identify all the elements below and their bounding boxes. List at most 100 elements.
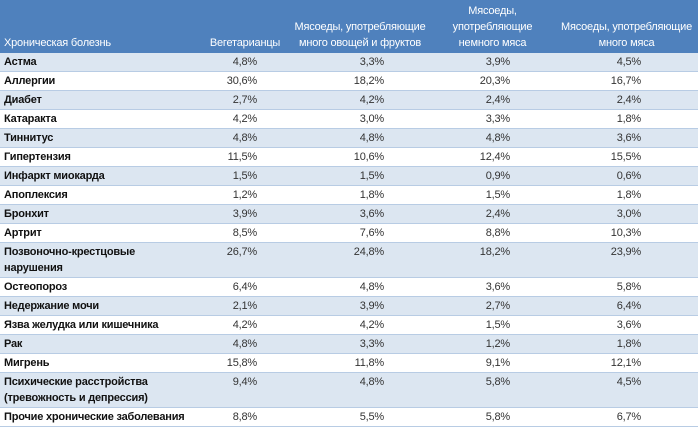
value-cell: 3,0% — [290, 109, 430, 129]
value-cell: 16,7% — [555, 71, 698, 91]
disease-name: Гипертензия — [0, 147, 200, 167]
value-cell: 2,4% — [430, 204, 555, 224]
value-cell: 24,8% — [290, 242, 430, 278]
value-cell: 1,8% — [555, 334, 698, 354]
value-cell: 5,5% — [290, 407, 430, 427]
value-cell: 3,9% — [430, 53, 555, 72]
value-cell: 4,8% — [200, 53, 290, 72]
value-cell: 11,8% — [290, 353, 430, 373]
table-row: Мигрень 15,8% 11,8% 9,1% 12,1% — [0, 353, 698, 373]
value-cell: 3,6% — [555, 315, 698, 335]
value-cell: 4,8% — [200, 334, 290, 354]
table-row: Психические расстройства (тревожность и … — [0, 372, 698, 408]
value-cell: 23,9% — [555, 242, 698, 278]
value-cell: 8,8% — [200, 407, 290, 427]
value-cell: 4,5% — [555, 372, 698, 408]
table-row: Инфаркт миокарда 1,5% 1,5% 0,9% 0,6% — [0, 166, 698, 186]
disease-name: Диабет — [0, 90, 200, 110]
value-cell: 2,4% — [430, 90, 555, 110]
disease-name: Бронхит — [0, 204, 200, 224]
value-cell: 5,8% — [555, 277, 698, 297]
table-row: Аллергии 30,6% 18,2% 20,3% 16,7% — [0, 71, 698, 91]
value-cell: 9,4% — [200, 372, 290, 408]
value-cell: 6,4% — [555, 296, 698, 316]
table-row: Апоплексия 1,2% 1,8% 1,5% 1,8% — [0, 185, 698, 205]
value-cell: 12,1% — [555, 353, 698, 373]
table-row: Астма 4,8% 3,3% 3,9% 4,5% — [0, 53, 698, 72]
table-row: Тиннитус 4,8% 4,8% 4,8% 3,6% — [0, 128, 698, 148]
value-cell: 1,2% — [430, 334, 555, 354]
table-row: Недержание мочи 2,1% 3,9% 2,7% 6,4% — [0, 296, 698, 316]
value-cell: 11,5% — [200, 147, 290, 167]
disease-name: Позвоночно-крестцовые нарушения — [0, 242, 200, 278]
table-row: Язва желудка или кишечника 4,2% 4,2% 1,5% 3,… — [0, 315, 698, 335]
disease-name: Остеопороз — [0, 277, 200, 297]
value-cell: 4,2% — [200, 315, 290, 335]
disease-name: Мигрень — [0, 353, 200, 373]
value-cell: 6,7% — [555, 407, 698, 427]
value-cell: 3,6% — [555, 128, 698, 148]
table-row: Артрит 8,5% 7,6% 8,8% 10,3% — [0, 223, 698, 243]
disease-name: Астма — [0, 53, 200, 72]
value-cell: 12,4% — [430, 147, 555, 167]
value-cell: 4,2% — [200, 109, 290, 129]
value-cell: 4,8% — [290, 128, 430, 148]
value-cell: 20,3% — [430, 71, 555, 91]
disease-name: Недержание мочи — [0, 296, 200, 316]
table-row: Рак 4,8% 3,3% 1,2% 1,8% — [0, 334, 698, 354]
value-cell: 18,2% — [430, 242, 555, 278]
value-cell: 0,6% — [555, 166, 698, 186]
value-cell: 4,2% — [290, 315, 430, 335]
disease-name: Артрит — [0, 223, 200, 243]
value-cell: 30,6% — [200, 71, 290, 91]
table-row: Бронхит 3,9% 3,6% 2,4% 3,0% — [0, 204, 698, 224]
table-row: Гипертензия 11,5% 10,6% 12,4% 15,5% — [0, 147, 698, 167]
header-meat-eaters-little-meat: Мясоеды, употребляющие немного мяса — [430, 0, 555, 53]
value-cell: 1,5% — [200, 166, 290, 186]
table-row: Позвоночно-крестцовые нарушения 26,7% 24,8… — [0, 242, 698, 278]
value-cell: 15,8% — [200, 353, 290, 373]
value-cell: 6,4% — [200, 277, 290, 297]
value-cell: 1,5% — [430, 185, 555, 205]
value-cell: 3,3% — [430, 109, 555, 129]
value-cell: 0,9% — [430, 166, 555, 186]
disease-name: Катаракта — [0, 109, 200, 129]
table-row: Остеопороз 6,4% 4,8% 3,6% 5,8% — [0, 277, 698, 297]
value-cell: 7,6% — [290, 223, 430, 243]
table-row: Катаракта 4,2% 3,0% 3,3% 1,8% — [0, 109, 698, 129]
header-vegetarians: Вегетарианцы — [200, 0, 290, 53]
value-cell: 2,7% — [200, 90, 290, 110]
value-cell: 2,1% — [200, 296, 290, 316]
disease-name: Прочие хронические заболевания — [0, 407, 200, 427]
value-cell: 4,8% — [290, 277, 430, 297]
value-cell: 4,2% — [290, 90, 430, 110]
value-cell: 1,5% — [430, 315, 555, 335]
header-meat-eaters-veg-fruit: Мясоеды, употребляющие много овощей и фр… — [290, 0, 430, 53]
header-disease: Хроническая болезнь — [0, 0, 200, 53]
value-cell: 15,5% — [555, 147, 698, 167]
value-cell: 4,8% — [200, 128, 290, 148]
value-cell: 1,8% — [290, 185, 430, 205]
value-cell: 26,7% — [200, 242, 290, 278]
disease-name: Тиннитус — [0, 128, 200, 148]
value-cell: 1,2% — [200, 185, 290, 205]
value-cell: 3,9% — [290, 296, 430, 316]
disease-name: Рак — [0, 334, 200, 354]
value-cell: 1,5% — [290, 166, 430, 186]
value-cell: 3,9% — [200, 204, 290, 224]
value-cell: 3,3% — [290, 334, 430, 354]
disease-name: Инфаркт миокарда — [0, 166, 200, 186]
value-cell: 3,0% — [555, 204, 698, 224]
disease-name: Психические расстройства (тревожность и … — [0, 372, 200, 408]
table-row: Диабет 2,7% 4,2% 2,4% 2,4% — [0, 90, 698, 110]
value-cell: 10,6% — [290, 147, 430, 167]
value-cell: 9,1% — [430, 353, 555, 373]
value-cell: 8,8% — [430, 223, 555, 243]
value-cell: 18,2% — [290, 71, 430, 91]
header-row: Хроническая болезнь Вегетарианцы Мясоеды… — [0, 0, 698, 53]
value-cell: 3,6% — [430, 277, 555, 297]
value-cell: 4,8% — [430, 128, 555, 148]
value-cell: 1,8% — [555, 185, 698, 205]
disease-name: Апоплексия — [0, 185, 200, 205]
